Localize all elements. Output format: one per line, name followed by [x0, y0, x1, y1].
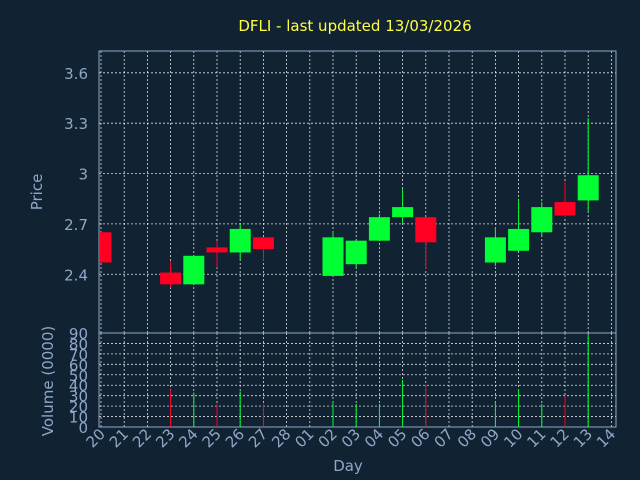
price-tick-label: 2.7 — [64, 216, 88, 234]
candle-body — [577, 175, 599, 201]
volume-tick-label: 90 — [69, 325, 88, 343]
volume-tick-label: 70 — [69, 346, 88, 364]
price-axis: 2.4 2.7 3 3.3 3.6 — [64, 65, 88, 284]
candle-body — [554, 202, 576, 216]
candle-body — [252, 237, 274, 250]
volume-gridlines — [99, 333, 616, 427]
candle-body — [229, 228, 251, 253]
volume-tick-label: 60 — [69, 356, 88, 374]
volume-tick-label: 80 — [69, 335, 88, 353]
candle-body — [484, 237, 506, 263]
candle-body — [322, 237, 344, 276]
candle-body — [392, 207, 414, 218]
candle-body — [508, 228, 530, 251]
price-tick-label: 2.4 — [64, 266, 88, 284]
volume-tick-label: 30 — [69, 388, 88, 406]
price-panel-frame — [98, 50, 617, 334]
candle-body — [160, 272, 182, 285]
volume-panel-frame — [98, 332, 617, 428]
candle-body — [100, 232, 112, 263]
volume-series — [170, 335, 589, 427]
volume-axis-label: Volume (0000) — [39, 326, 57, 436]
candle-body — [531, 207, 553, 233]
candle-body — [368, 217, 390, 241]
volume-tick-label: 10 — [69, 409, 88, 427]
candle-body — [415, 217, 437, 243]
candle-body — [345, 240, 367, 265]
price-tick-label: 3.6 — [64, 65, 88, 83]
day-tick-label: 14 — [593, 425, 619, 451]
candlestick-series — [100, 118, 599, 288]
volume-tick-label: 50 — [69, 367, 88, 385]
candle-body — [206, 247, 228, 253]
price-gridlines — [99, 51, 616, 333]
price-tick-label: 3 — [78, 166, 88, 184]
volume-tick-label: 40 — [69, 377, 88, 395]
day-axis-label: Day — [333, 457, 363, 475]
candle-body — [183, 255, 205, 285]
volume-tick-label: 20 — [69, 398, 88, 416]
volume-tick-label: 0 — [78, 419, 88, 437]
price-axis-label: Price — [28, 174, 46, 211]
price-tick-label: 3.3 — [64, 115, 88, 133]
chart-title: DFLI - last updated 13/03/2026 — [238, 17, 471, 35]
day-axis: 2021222324252627280102030405060708091011… — [83, 425, 620, 451]
